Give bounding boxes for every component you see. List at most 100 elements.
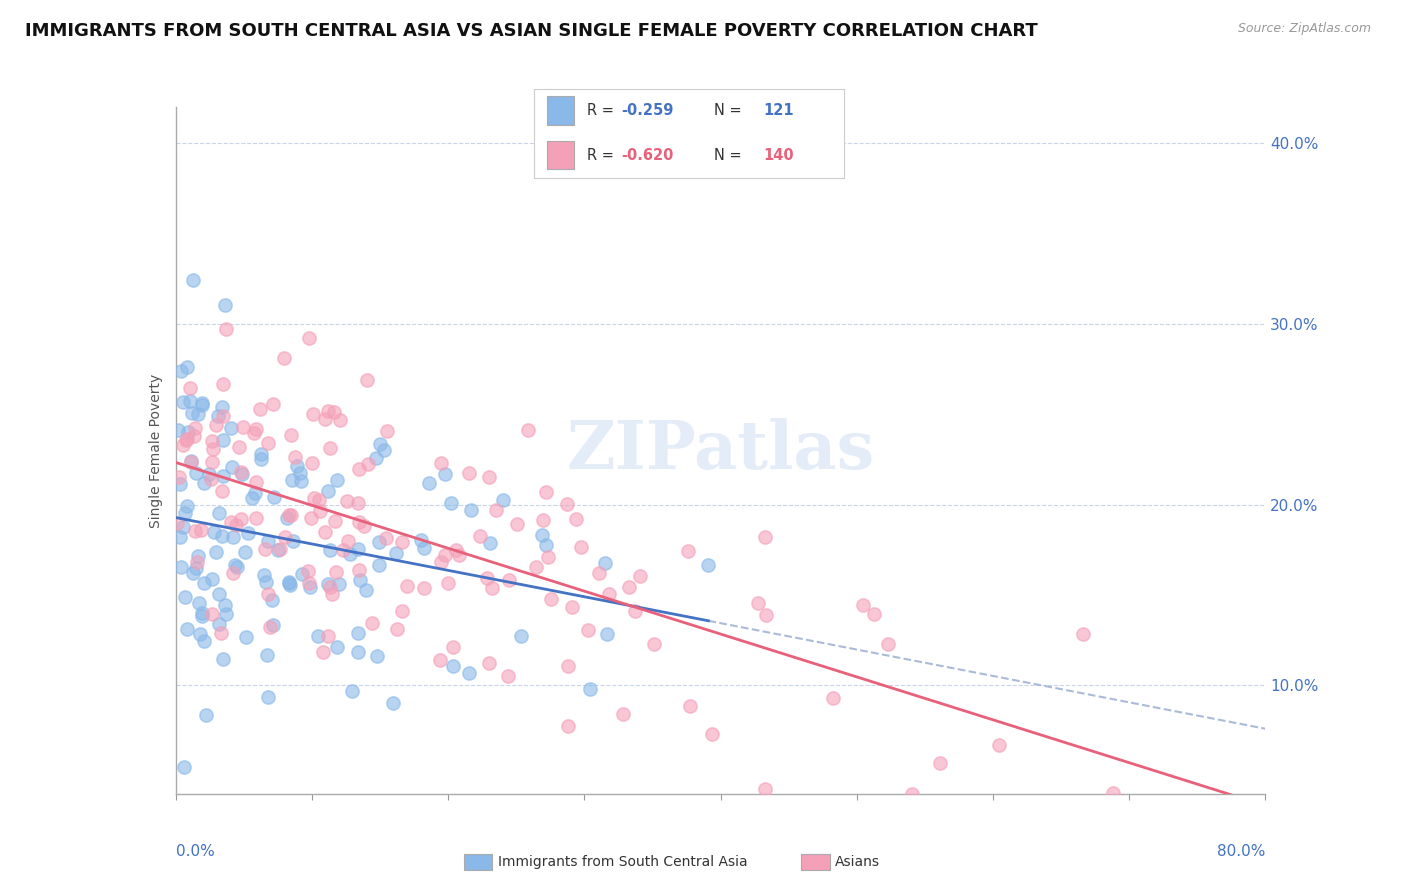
Point: [245, 511, 267, 525]
Point: [478, 470, 501, 484]
Point: [349, 573, 371, 587]
Point: [267, 543, 290, 558]
Point: [433, 467, 456, 481]
Point: [262, 617, 284, 632]
Point: [245, 422, 267, 436]
Point: [262, 397, 284, 411]
Point: [385, 546, 408, 560]
Point: [491, 493, 513, 508]
Point: [697, 558, 720, 572]
Point: [222, 530, 245, 544]
Point: [598, 587, 620, 601]
Point: [319, 542, 342, 557]
Point: [288, 466, 311, 480]
Point: [354, 582, 377, 597]
Point: [231, 467, 253, 482]
Point: [506, 516, 529, 531]
Point: [498, 669, 520, 683]
Point: [224, 558, 246, 573]
Point: [184, 561, 207, 575]
Point: [391, 535, 413, 549]
Point: [172, 519, 194, 533]
Point: [595, 627, 617, 641]
Point: [245, 486, 267, 500]
Point: [257, 690, 280, 704]
Point: [307, 629, 329, 643]
Point: [201, 572, 224, 586]
Point: [240, 491, 263, 505]
Point: [212, 468, 235, 483]
Point: [211, 652, 233, 666]
Point: [169, 477, 191, 491]
Point: [297, 575, 319, 590]
Point: [373, 443, 395, 458]
Point: [540, 592, 562, 607]
Point: [176, 623, 198, 637]
Point: [314, 525, 336, 540]
Point: [211, 400, 233, 414]
Point: [201, 455, 224, 469]
Text: -0.620: -0.620: [621, 148, 673, 162]
Point: [301, 456, 323, 470]
Point: [193, 475, 215, 490]
Point: [205, 545, 228, 559]
Point: [328, 576, 350, 591]
Point: [280, 427, 302, 442]
Point: [429, 653, 451, 667]
Point: [278, 575, 301, 590]
Text: 0.0%: 0.0%: [176, 845, 215, 860]
Point: [302, 407, 325, 421]
Text: Immigrants from South Central Asia: Immigrants from South Central Asia: [498, 855, 748, 869]
Point: [231, 512, 253, 526]
Point: [412, 582, 434, 596]
Point: [195, 707, 218, 722]
Point: [437, 575, 460, 590]
Point: [347, 496, 370, 510]
Point: [754, 530, 776, 544]
Point: [524, 559, 547, 574]
Point: [281, 473, 304, 487]
Point: [259, 620, 281, 634]
Point: [181, 273, 204, 287]
Point: [576, 623, 599, 637]
Point: [316, 484, 339, 499]
Point: [387, 622, 409, 636]
Point: [184, 524, 207, 538]
Point: [202, 524, 225, 539]
Point: [366, 648, 388, 663]
Point: [312, 645, 335, 659]
Point: [235, 545, 257, 559]
Point: [623, 604, 645, 618]
Point: [375, 425, 398, 439]
Point: [441, 659, 464, 673]
Point: [447, 548, 470, 562]
Point: [863, 607, 886, 621]
Point: [458, 467, 481, 481]
Point: [193, 575, 215, 590]
Point: [179, 394, 201, 409]
Point: [299, 580, 322, 594]
Point: [169, 530, 191, 544]
Point: [309, 504, 332, 518]
Point: [987, 738, 1010, 752]
Point: [263, 491, 285, 505]
Point: [534, 538, 557, 552]
Point: [571, 541, 593, 555]
Point: [187, 407, 209, 421]
Point: [361, 615, 384, 630]
Point: [498, 573, 520, 587]
Point: [395, 580, 418, 594]
Point: [318, 442, 340, 456]
Point: [434, 548, 457, 562]
Point: [172, 438, 194, 452]
Point: [391, 605, 413, 619]
Text: N =: N =: [714, 148, 747, 162]
Point: [444, 542, 467, 557]
Point: [475, 571, 498, 585]
Point: [211, 409, 233, 423]
Point: [179, 382, 201, 396]
Point: [173, 760, 195, 774]
Point: [347, 563, 370, 577]
Point: [537, 550, 560, 565]
Text: R =: R =: [586, 103, 619, 118]
